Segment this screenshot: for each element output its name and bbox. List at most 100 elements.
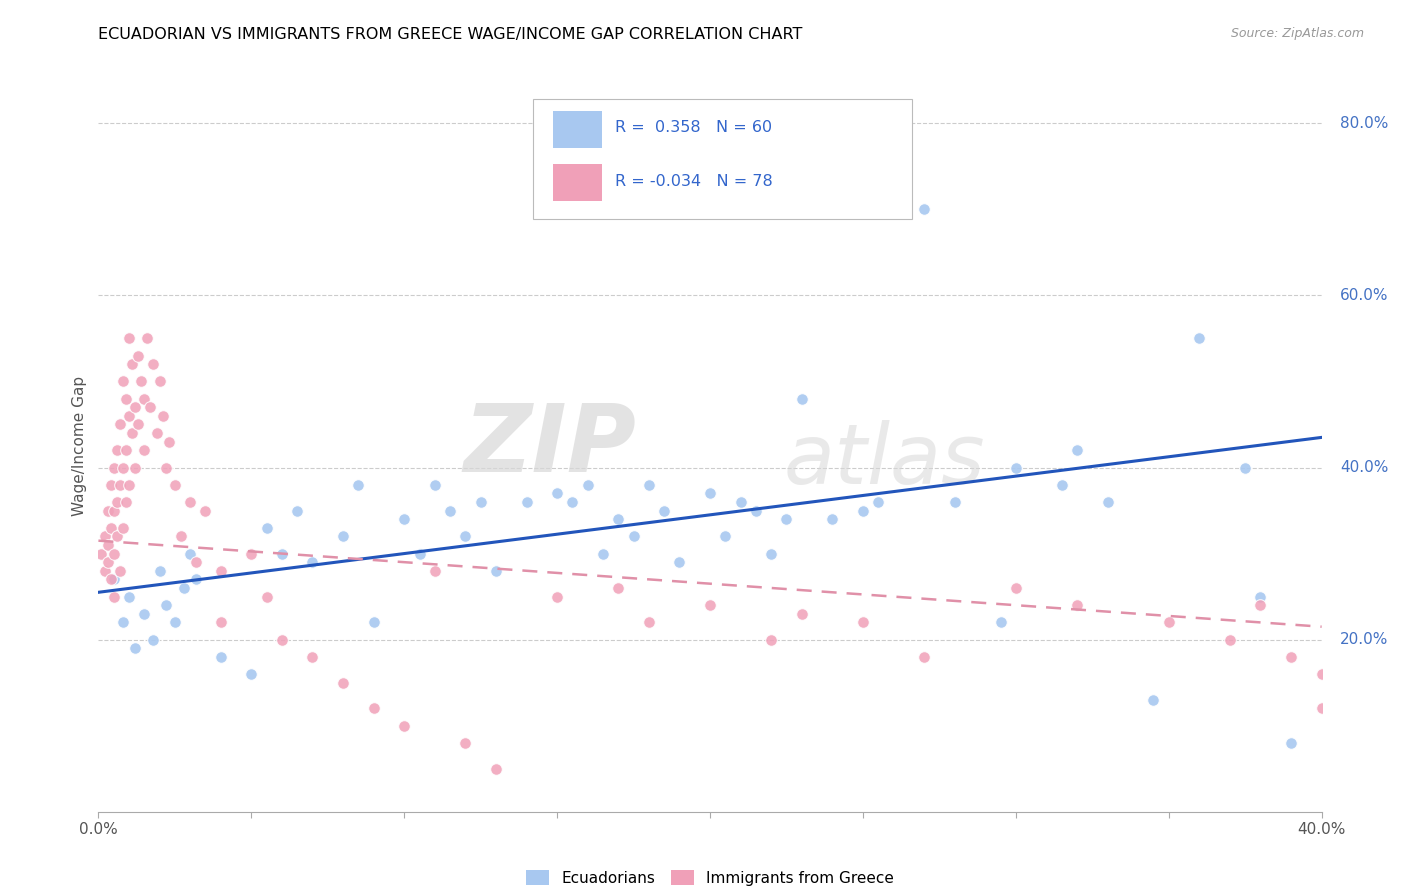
Point (699, 598, 721, 612)
Point (149, 564, 172, 578)
Point (1310, 701, 1333, 715)
Point (186, 573, 208, 587)
Point (152, 409, 174, 423)
Point (912, 202, 935, 217)
Point (775, 512, 797, 526)
Point (256, 521, 278, 535)
Point (108, 564, 131, 578)
Point (155, 598, 177, 612)
Point (392, 719, 416, 733)
Legend: Ecuadorians, Immigrants from Greece: Ecuadorians, Immigrants from Greece (520, 863, 900, 892)
Point (173, 581, 195, 595)
Y-axis label: Wage/Income Gap: Wage/Income Gap (72, 376, 87, 516)
Point (546, 590, 568, 604)
Point (607, 512, 630, 526)
Point (912, 649, 935, 664)
Point (194, 503, 217, 517)
Point (136, 331, 159, 345)
Point (121, 357, 143, 371)
Point (105, 529, 128, 543)
Point (623, 529, 645, 543)
Text: R = -0.034   N = 78: R = -0.034 N = 78 (614, 174, 772, 189)
Point (1097, 495, 1119, 509)
Text: 60.0%: 60.0% (1340, 288, 1389, 303)
Point (115, 495, 138, 509)
Point (105, 443, 128, 458)
Point (1188, 331, 1211, 345)
Point (209, 615, 232, 630)
Point (1066, 598, 1088, 612)
Point (111, 460, 134, 475)
Point (301, 649, 323, 664)
Point (93, 529, 115, 543)
Point (1249, 590, 1271, 604)
Point (868, 495, 890, 509)
Text: atlas: atlas (783, 420, 986, 501)
Point (103, 547, 125, 561)
Point (97, 503, 120, 517)
Point (699, 486, 721, 500)
Point (103, 503, 125, 517)
Point (179, 547, 201, 561)
Point (118, 409, 141, 423)
Point (163, 477, 186, 491)
Point (118, 590, 141, 604)
Point (145, 426, 167, 441)
Point (115, 392, 138, 406)
Point (111, 521, 134, 535)
Point (1219, 632, 1241, 647)
Point (118, 477, 141, 491)
Point (592, 547, 614, 561)
Point (155, 460, 177, 475)
Point (108, 477, 131, 491)
Point (714, 529, 737, 543)
Point (1234, 460, 1257, 475)
Point (142, 632, 165, 647)
Point (97, 555, 120, 569)
Point (943, 495, 966, 509)
Point (100, 573, 122, 587)
Text: 20.0%: 20.0% (1340, 632, 1388, 647)
Point (186, 555, 208, 569)
Point (576, 477, 599, 491)
Point (100, 521, 122, 535)
Point (1050, 477, 1073, 491)
Point (209, 649, 232, 664)
Point (392, 512, 416, 526)
Point (270, 632, 292, 647)
Text: Source: ZipAtlas.com: Source: ZipAtlas.com (1230, 27, 1364, 40)
Point (363, 701, 385, 715)
Point (124, 460, 146, 475)
Point (454, 529, 477, 543)
Point (115, 443, 138, 458)
Point (652, 503, 675, 517)
Point (124, 401, 146, 415)
Point (124, 641, 146, 656)
Point (142, 357, 165, 371)
Point (108, 417, 131, 432)
Point (439, 503, 461, 517)
Point (1142, 693, 1164, 707)
Point (105, 495, 128, 509)
Text: ZIP: ZIP (464, 400, 637, 492)
Point (561, 495, 583, 509)
Point (111, 375, 134, 389)
Point (408, 547, 430, 561)
Point (209, 564, 232, 578)
Point (1066, 443, 1088, 458)
Point (111, 615, 134, 630)
Point (134, 392, 156, 406)
Point (103, 590, 125, 604)
Point (637, 615, 661, 630)
Point (127, 349, 149, 363)
Point (332, 675, 354, 690)
Point (546, 486, 568, 500)
Point (1310, 667, 1333, 681)
Point (103, 573, 125, 587)
Point (516, 495, 538, 509)
Point (423, 477, 446, 491)
FancyBboxPatch shape (533, 99, 912, 219)
Point (97, 538, 120, 552)
Point (470, 495, 492, 509)
Point (347, 477, 370, 491)
